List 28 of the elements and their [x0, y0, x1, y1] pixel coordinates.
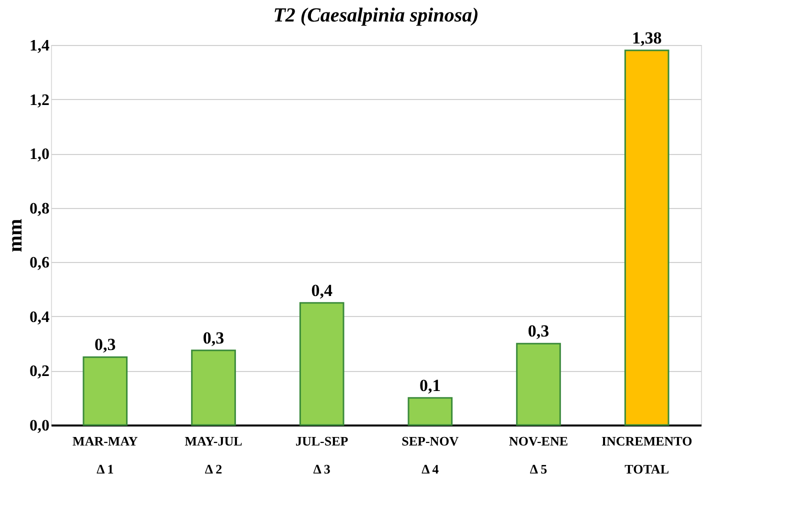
bar — [624, 50, 670, 426]
x-tick-label: MAY-JUL Δ 2 — [184, 434, 243, 476]
x-tick-label: SEP-NOV Δ 4 — [402, 434, 460, 476]
y-tick-label: 1,4 — [30, 38, 50, 54]
data-label: 0,3 — [528, 322, 550, 341]
bar — [191, 350, 236, 426]
data-label: 0,1 — [420, 376, 441, 395]
bar — [82, 356, 128, 426]
y-axis-title: mm — [4, 218, 26, 252]
data-label: 1,38 — [632, 28, 662, 48]
chart-title: T2 (Caesalpinia spinosa) — [273, 4, 479, 26]
x-tick-label: NOV-ENE Δ 5 — [509, 434, 568, 476]
bar — [408, 397, 453, 426]
y-tick-label: 0,0 — [30, 418, 50, 434]
y-tick-label: 1,0 — [30, 146, 50, 164]
bar — [516, 342, 561, 426]
data-label: 0,4 — [311, 280, 333, 300]
y-tick-label: 0,6 — [30, 254, 50, 272]
data-label: 0,3 — [94, 335, 116, 354]
bar — [299, 302, 344, 426]
y-tick-label: 0,2 — [30, 363, 50, 380]
y-tick-label: 0,4 — [30, 308, 50, 326]
x-tick-label: INCREMENTO TOTAL — [601, 434, 692, 476]
x-tick-label: JUL-SEP Δ 3 — [295, 434, 348, 476]
data-label: 0,3 — [202, 328, 224, 348]
x-tick-label: MAR-MAY Δ 1 — [72, 434, 138, 476]
y-tick-label: 0,8 — [30, 200, 50, 218]
y-tick-label: 1,2 — [30, 92, 50, 109]
